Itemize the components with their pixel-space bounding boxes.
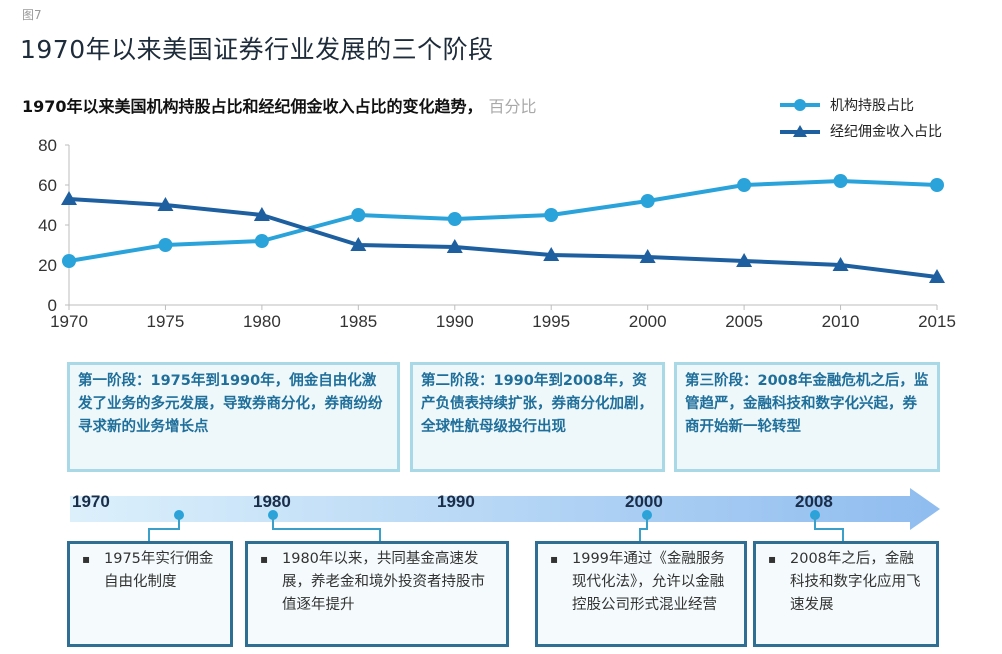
circle-marker-icon bbox=[544, 208, 559, 222]
triangle-marker-icon bbox=[157, 197, 174, 211]
legend-label: 机构持股占比 bbox=[830, 98, 914, 114]
bullet-icon: ▪ bbox=[768, 552, 777, 566]
circle-marker-icon bbox=[737, 178, 752, 192]
connector-line bbox=[814, 515, 816, 529]
circle-marker-icon bbox=[930, 178, 944, 192]
connector-line bbox=[148, 528, 180, 530]
connector-line bbox=[148, 528, 150, 542]
triangle-marker-icon bbox=[543, 247, 560, 261]
circle-marker-icon bbox=[62, 254, 76, 268]
connector-line bbox=[814, 528, 844, 530]
y-tick-label: 80 bbox=[38, 136, 57, 155]
circle-marker-icon bbox=[158, 238, 173, 252]
y-tick-label: 0 bbox=[48, 296, 57, 315]
legend-item-institutional: 机构持股占比 bbox=[780, 92, 942, 118]
triangle-marker-icon bbox=[832, 257, 849, 271]
triangle-marker-icon bbox=[350, 237, 367, 251]
y-tick-label: 60 bbox=[38, 176, 57, 195]
circle-marker-icon bbox=[780, 99, 820, 111]
connector-line bbox=[272, 528, 381, 530]
connector-line bbox=[646, 515, 648, 529]
event-text: 1980年以来，共同基金高速发展，养老金和境外投资者持股市值逐年提升 bbox=[282, 551, 485, 613]
circle-marker-icon bbox=[351, 208, 366, 222]
chart-unit: 百分比 bbox=[488, 97, 537, 116]
chart-title-text: 1970年以来美国机构持股占比和经纪佣金收入占比的变化趋势， bbox=[22, 97, 483, 116]
timeline-year: 1990 bbox=[437, 492, 475, 511]
x-tick-label: 1975 bbox=[147, 312, 185, 331]
bullet-icon: ▪ bbox=[82, 552, 91, 566]
triangle-marker-icon bbox=[61, 191, 77, 205]
event-text: 2008年之后，金融科技和数字化应用飞速发展 bbox=[790, 551, 921, 613]
stage-box-2: 第二阶段：1990年到2008年，资产负债表持续扩张，券商分化加剧，全球性航母级… bbox=[410, 362, 665, 472]
x-tick-label: 1985 bbox=[339, 312, 377, 331]
connector-line bbox=[639, 528, 641, 542]
connector-line bbox=[639, 528, 648, 530]
connector-line bbox=[272, 515, 274, 529]
connector-line bbox=[178, 515, 180, 529]
chart-title: 1970年以来美国机构持股占比和经纪佣金收入占比的变化趋势， 百分比 bbox=[22, 93, 537, 117]
x-tick-label: 1995 bbox=[532, 312, 570, 331]
timeline-year: 2000 bbox=[625, 492, 663, 511]
triangle-marker-icon bbox=[639, 249, 656, 263]
triangle-marker-icon bbox=[736, 253, 753, 267]
x-tick-label: 2005 bbox=[725, 312, 763, 331]
x-tick-label: 1990 bbox=[436, 312, 474, 331]
y-tick-label: 40 bbox=[38, 216, 57, 235]
stage-box-3: 第三阶段：2008年金融危机之后，监管趋严，金融科技和数字化兴起，券商开始新一轮… bbox=[674, 362, 940, 472]
chart-legend: 机构持股占比 经纪佣金收入占比 bbox=[780, 92, 942, 144]
triangle-marker-icon bbox=[929, 269, 945, 283]
figure-label: 图7 bbox=[22, 8, 42, 22]
event-box-2: ▪ 1980年以来，共同基金高速发展，养老金和境外投资者持股市值逐年提升 bbox=[245, 541, 509, 647]
x-tick-label: 2000 bbox=[629, 312, 667, 331]
bullet-icon: ▪ bbox=[260, 552, 269, 566]
series-line bbox=[68, 179, 938, 263]
line-chart: 0 20 40 60 80 1970 1975 1980 1985 1990 1995 2000 200… bbox=[38, 136, 956, 331]
connector-line bbox=[842, 528, 844, 542]
legend-label: 经纪佣金收入占比 bbox=[830, 124, 942, 140]
event-box-3: ▪ 1999年通过《金融服务现代化法》，允许以金融控股公司形式混业经营 bbox=[535, 541, 747, 647]
circle-marker-icon bbox=[640, 194, 655, 208]
timeline-arrow bbox=[70, 488, 940, 530]
circle-marker-icon bbox=[254, 234, 269, 248]
y-tick-label: 20 bbox=[38, 256, 57, 275]
triangle-marker-icon bbox=[446, 239, 463, 253]
timeline-year: 1970 bbox=[72, 492, 110, 511]
x-tick-label: 2010 bbox=[822, 312, 860, 331]
event-text: 1975年实行佣金自由化制度 bbox=[104, 551, 214, 590]
legend-item-commission: 经纪佣金收入占比 bbox=[780, 118, 942, 144]
triangle-marker-icon bbox=[253, 207, 270, 221]
x-tick-label: 1970 bbox=[50, 312, 88, 331]
x-tick-label: 1980 bbox=[243, 312, 281, 331]
x-tick-label: 2015 bbox=[918, 312, 956, 331]
bullet-icon: ▪ bbox=[550, 552, 559, 566]
timeline-year: 1980 bbox=[253, 492, 291, 511]
triangle-marker-icon bbox=[780, 125, 820, 137]
page-title: 1970年以来美国证券行业发展的三个阶段 bbox=[20, 35, 494, 64]
event-text: 1999年通过《金融服务现代化法》，允许以金融控股公司形式混业经营 bbox=[572, 551, 725, 613]
event-box-1: ▪ 1975年实行佣金自由化制度 bbox=[67, 541, 233, 647]
event-box-4: ▪ 2008年之后，金融科技和数字化应用飞速发展 bbox=[753, 541, 939, 647]
circle-marker-icon bbox=[447, 212, 462, 226]
series-line bbox=[68, 197, 938, 279]
timeline-year: 2008 bbox=[795, 492, 833, 511]
stage-box-1: 第一阶段：1975年到1990年，佣金自由化激发了业务的多元发展，导致券商分化，… bbox=[67, 362, 400, 472]
circle-marker-icon bbox=[833, 174, 848, 188]
connector-line bbox=[379, 528, 381, 542]
